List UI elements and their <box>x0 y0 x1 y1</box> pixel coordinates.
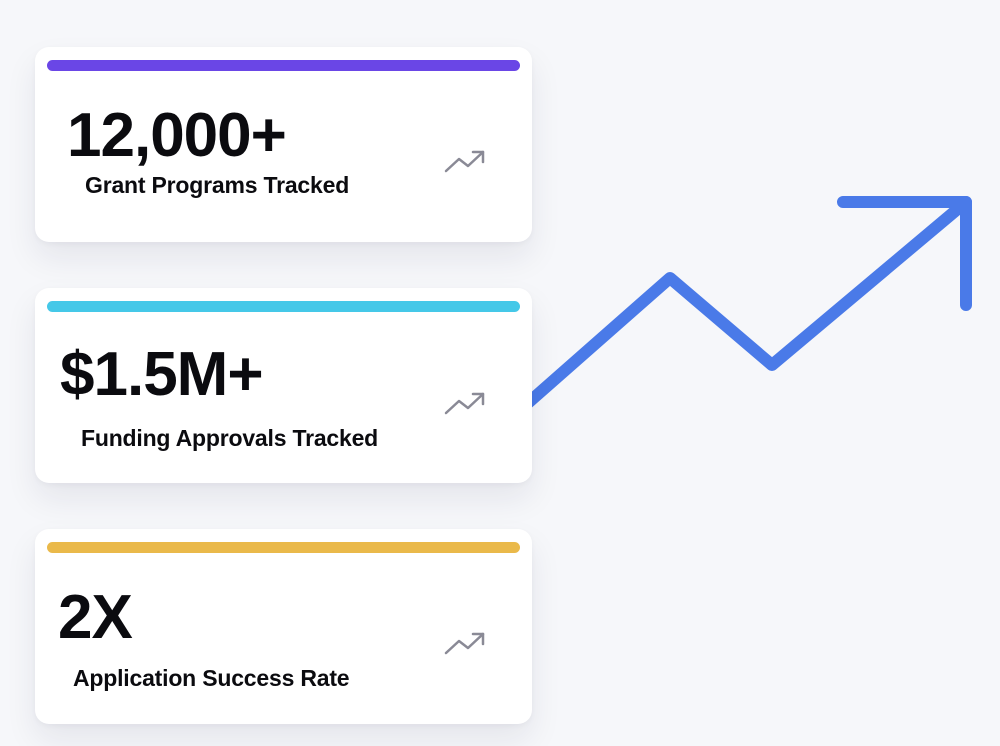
stat-label: Application Success Rate <box>73 665 350 691</box>
stat-card-grant-programs: 12,000+ Grant Programs Tracked <box>35 47 532 242</box>
accent-bar <box>47 301 520 312</box>
accent-bar <box>47 542 520 553</box>
stat-label: Grant Programs Tracked <box>85 172 350 198</box>
stat-value: 12,000+ <box>67 101 287 170</box>
accent-bar <box>47 60 520 71</box>
stat-card-funding-approvals: $1.5M+ Funding Approvals Tracked <box>35 288 532 483</box>
growth-arrow-head <box>837 196 972 311</box>
growth-arrow-line <box>514 196 972 416</box>
trending-up-icon <box>444 150 485 173</box>
stat-card-success-rate: 2X Application Success Rate <box>35 529 532 724</box>
stat-label: Funding Approvals Tracked <box>81 425 379 451</box>
stat-value: 2X <box>58 583 133 652</box>
stat-value: $1.5M+ <box>60 340 264 409</box>
trending-up-icon <box>444 392 485 415</box>
trending-up-icon <box>444 632 485 655</box>
